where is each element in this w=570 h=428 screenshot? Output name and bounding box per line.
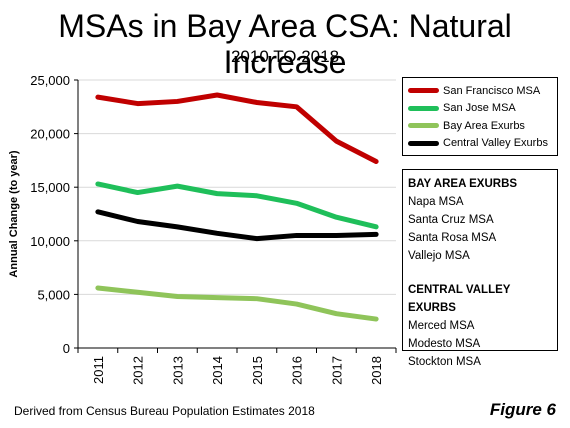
exurbs-notes-box: BAY AREA EXURBS Napa MSA Santa Cruz MSA … <box>402 169 558 368</box>
legend-swatch <box>408 140 439 146</box>
central-valley-exurbs-item: Modesto MSA <box>408 338 481 350</box>
y-tick-label: 15,000 <box>30 180 70 195</box>
central-valley-exurbs-item: Stockton MSA <box>408 356 481 368</box>
legend-item: San Jose MSA <box>408 100 552 118</box>
legend-swatch <box>408 105 439 111</box>
source-note: Derived from Census Bureau Population Es… <box>14 404 315 418</box>
legend-swatch <box>408 123 439 129</box>
series-line-central-valley-exurbs <box>95 209 379 242</box>
x-tick-labels: 2011 2012 2013 2014 2015 2016 2017 2018 <box>91 356 384 385</box>
chart-subtitle: 2010 TO 2018 <box>230 47 340 66</box>
y-tick-label: 10,000 <box>30 234 70 249</box>
bay-area-exurbs-heading: BAY AREA EXURBS <box>408 178 518 190</box>
central-valley-exurbs-heading: CENTRAL VALLEY EXURBS <box>408 284 511 314</box>
legend-label: Bay Area Exurbs <box>443 119 525 132</box>
bay-area-exurbs-item: Santa Cruz MSA <box>408 214 494 226</box>
x-tick-label: 2014 <box>210 356 225 385</box>
legend: San Francisco MSA San Jose MSA Bay Area Ex… <box>402 77 558 156</box>
legend-label: San Francisco MSA <box>443 84 541 97</box>
bay-area-exurbs-item: Napa MSA <box>408 196 464 208</box>
x-tick-label: 2013 <box>170 356 185 385</box>
y-tick-label: 0 <box>63 341 70 356</box>
legend-item: Bay Area Exurbs <box>408 117 552 135</box>
bay-area-exurbs-item: Vallejo MSA <box>408 250 470 262</box>
x-tick-label: 2016 <box>290 356 305 385</box>
series-line-bay-area-exurbs <box>95 285 379 322</box>
y-tick-labels: 0 5,000 10,000 15,000 20,000 25,000 <box>30 73 70 356</box>
x-tick-label: 2011 <box>91 356 106 384</box>
legend-item: San Francisco MSA <box>408 82 552 100</box>
y-tick-label: 5,000 <box>37 287 70 302</box>
y-axis-label: Annual Change (to year) <box>8 150 20 277</box>
x-tick-label: 2015 <box>250 356 265 385</box>
central-valley-exurbs-item: Merced MSA <box>408 320 475 332</box>
x-tick-label: 2012 <box>131 356 146 385</box>
legend-label: Central Valley Exurbs <box>443 137 548 150</box>
series-line-san-jose-msa <box>95 181 379 230</box>
axes <box>74 79 397 353</box>
figure-label: Figure 6 <box>489 400 556 419</box>
gridlines <box>78 79 396 295</box>
series-line-san-francisco-msa <box>95 92 379 164</box>
y-tick-label: 20,000 <box>30 127 70 142</box>
x-tick-label: 2017 <box>329 356 344 385</box>
y-tick-label: 25,000 <box>30 73 70 88</box>
series-lines <box>95 92 379 322</box>
bay-area-exurbs-item: Santa Rosa MSA <box>408 232 497 244</box>
legend-swatch <box>408 88 439 94</box>
legend-label: San Jose MSA <box>443 102 516 115</box>
chart-title: MSAs in Bay Area CSA: Natural Increase <box>58 8 512 80</box>
x-tick-label: 2018 <box>369 356 384 385</box>
legend-item: Central Valley Exurbs <box>408 135 552 153</box>
